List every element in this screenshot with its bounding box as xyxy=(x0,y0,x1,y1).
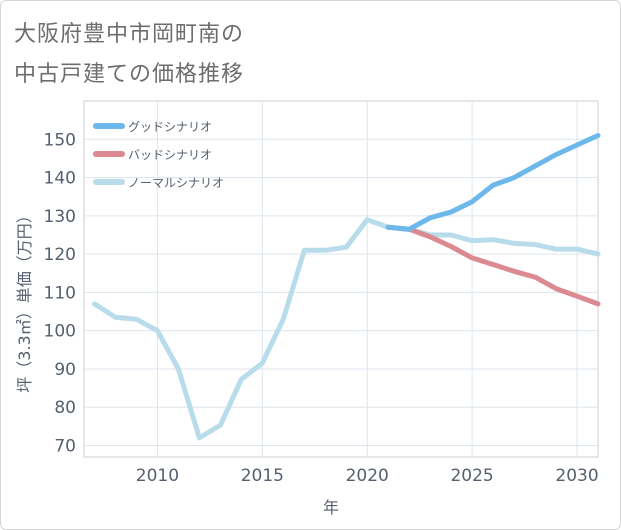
x-tick-label: 2025 xyxy=(450,466,493,486)
x-tick-labels: 2010 2015 2020 2025 2030 xyxy=(136,466,599,486)
y-tick-label: 120 xyxy=(44,245,76,265)
x-tick-label: 2020 xyxy=(346,466,389,486)
chart-title-line1: 大阪府豊中市岡町南の xyxy=(14,22,245,47)
y-tick-label: 80 xyxy=(54,398,76,418)
chart-title-line2: 中古戸建ての価格推移 xyxy=(14,62,245,87)
series-line-2 xyxy=(92,217,601,441)
y-tick-label: 130 xyxy=(44,207,76,227)
y-tick-label: 150 xyxy=(44,130,76,150)
y-tick-labels: 70 80 90 100 110 120 130 140 150 xyxy=(44,130,76,456)
x-axis-label: 年 xyxy=(323,498,339,517)
x-tick-label: 2010 xyxy=(136,466,179,486)
y-tick-label: 70 xyxy=(54,437,76,457)
x-tick-label: 2030 xyxy=(555,466,598,486)
series-line-0 xyxy=(385,133,601,232)
y-tick-label: 140 xyxy=(44,169,76,189)
y-tick-label: 90 xyxy=(54,360,76,380)
grid xyxy=(84,101,598,457)
series-line-1 xyxy=(385,224,601,307)
legend-label-1: バッドシナリオ xyxy=(128,148,212,162)
plot-area xyxy=(83,100,599,458)
x-tick-label: 2015 xyxy=(241,466,284,486)
legend-label-2: ノーマルシナリオ xyxy=(128,176,224,190)
y-tick-label: 110 xyxy=(44,283,76,303)
series-lines xyxy=(92,133,601,441)
y-axis-label: 坪（3.3㎡）単価（万円） xyxy=(15,207,34,392)
legend-label-0: グッドシナリオ xyxy=(128,120,212,134)
y-tick-label: 100 xyxy=(44,322,76,342)
